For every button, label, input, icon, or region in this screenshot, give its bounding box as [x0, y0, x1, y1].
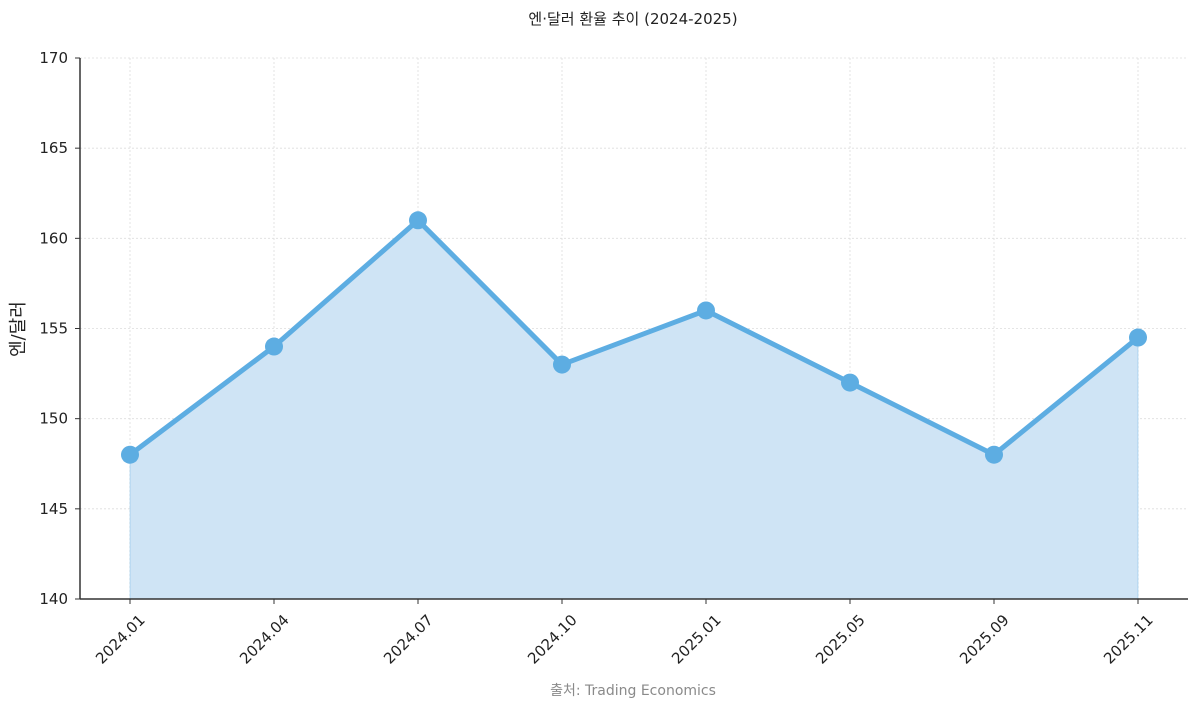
x-tick-label: 2024.10 [524, 611, 581, 668]
data-point-2025.05 [841, 373, 859, 392]
x-tick-label: 2025.05 [812, 611, 869, 668]
data-point-2025.01 [697, 301, 715, 320]
x-tick-label: 2025.01 [668, 611, 725, 668]
y-tick-labels: 140 145 150 155 160 165 170 [39, 49, 68, 608]
y-axis-label: 엔/달러 [8, 301, 29, 357]
y-tick-label: 170 [39, 49, 68, 67]
y-tick-label: 140 [39, 590, 68, 608]
data-point-2025.09 [985, 445, 1003, 464]
data-point-2024.01 [121, 445, 139, 464]
line-layer [127, 217, 1141, 458]
data-point-2024.07 [409, 211, 427, 230]
x-tick-label: 2024.04 [236, 611, 293, 668]
y-tick-label: 155 [39, 320, 68, 338]
data-point-2025.11 [1129, 328, 1147, 347]
data-point-2024.04 [265, 337, 283, 356]
data-point-2024.10 [553, 355, 571, 374]
x-tick-label: 2025.09 [956, 611, 1013, 668]
y-tick-label: 165 [39, 139, 68, 157]
area-fill [129, 219, 1139, 600]
data-points [121, 211, 1147, 464]
x-tick-label: 2025.11 [1100, 611, 1157, 668]
chart-title: 엔·달러 환율 추이 (2024-2025) [528, 10, 737, 28]
area-layer [129, 219, 1139, 600]
y-tick-label: 150 [39, 410, 68, 428]
x-tick-labels: 2024.01 2024.04 2024.07 2024.10 2025.01 2025.… [92, 611, 1157, 668]
x-tick-label: 2024.07 [380, 611, 437, 668]
y-tick-label: 160 [39, 229, 68, 247]
y-tick-label: 145 [39, 500, 68, 518]
x-tick-label: 2024.01 [92, 611, 149, 668]
source-label: 출처: Trading Economics [550, 683, 716, 699]
series-line [127, 217, 1141, 458]
axes [75, 57, 1188, 604]
